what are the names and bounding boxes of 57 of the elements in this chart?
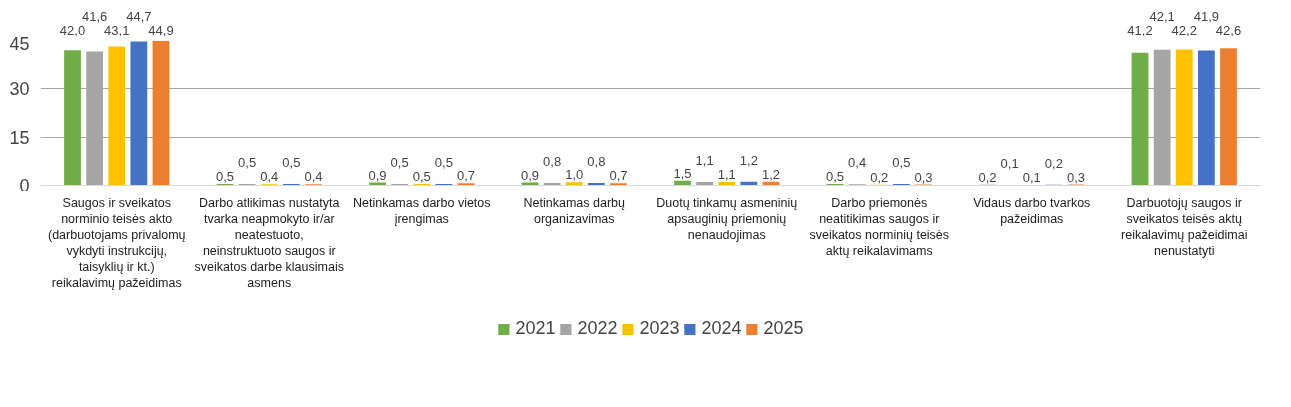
y-tick-label: 0 <box>19 175 30 196</box>
data-label: 0,5 <box>282 154 301 170</box>
data-label: 0,5 <box>215 168 235 184</box>
legend-label: 2022 <box>577 318 618 339</box>
y-tick-label: 15 <box>9 127 30 148</box>
data-label: 42,1 <box>1149 8 1175 24</box>
data-label: 0,8 <box>543 153 562 169</box>
data-label: 1,5 <box>673 165 692 181</box>
data-label: 0,5 <box>412 168 431 184</box>
data-label: 0,4 <box>260 169 279 185</box>
x-tick-label: Darbo priemonės neatitikimas saugos ir sveikatos norminių teisės aktų reikalavimams <box>809 195 950 258</box>
data-label: 42,6 <box>1215 22 1242 38</box>
data-label: 0,4 <box>848 155 867 171</box>
data-label: 0,2 <box>978 169 997 185</box>
data-label: 41,6 <box>81 8 108 24</box>
data-label: 0,2 <box>1044 155 1063 171</box>
data-label: 0,5 <box>825 168 845 184</box>
data-label: 42,0 <box>59 22 86 38</box>
data-label: 1,2 <box>761 166 781 182</box>
data-label: 0,9 <box>520 167 540 183</box>
x-tick-label: Darbuotojų saugos ir sveikatos teisės aktų reikalavimų pažeidimai nenustatyti <box>1121 195 1248 258</box>
data-label: 43,1 <box>104 22 130 38</box>
data-label: 0,1 <box>1022 170 1041 186</box>
data-label: 41,2 <box>1127 22 1153 38</box>
data-label: 0,7 <box>456 168 476 184</box>
data-label: 42,2 <box>1171 22 1197 38</box>
data-label: 0,3 <box>1066 169 1086 185</box>
data-label: 0,9 <box>368 167 387 183</box>
x-tick-label: Darbo atlikimas nustatyta tvarka neapmokyto ir/ar neatestuoto, neinstruktuoto saugos ir sveikatos darbe klausimais asmens <box>194 195 344 290</box>
legend-label: 2023 <box>639 318 680 339</box>
data-label: 0,1 <box>1000 156 1019 172</box>
data-label: 0,2 <box>870 169 889 185</box>
data-label: 1,1 <box>695 152 714 168</box>
x-tick-label: Netinkamas darbo vietos įrengimas <box>352 195 491 226</box>
y-tick-label: 30 <box>9 79 30 100</box>
data-label: 1,0 <box>565 167 584 183</box>
data-label: 0,7 <box>609 168 628 184</box>
data-label: 41,9 <box>1193 8 1220 24</box>
data-label: 1,1 <box>717 166 736 182</box>
legend-label: 2024 <box>701 318 742 339</box>
data-label: 44,9 <box>148 22 174 38</box>
x-tick-label: Vidaus darbo tvarkos pažeidimas <box>973 195 1091 226</box>
data-label: 44,7 <box>126 8 152 24</box>
x-tick-label: Saugos ir sveikatos norminio teisės akto (darbuotojams privalomų vykdyti instrukcijų, taisyklių ir kt.) reikalavimų pažeidimas <box>47 195 186 290</box>
data-label: 0,5 <box>434 154 453 170</box>
data-label: 0,3 <box>914 169 933 185</box>
legend-label: 2025 <box>763 318 804 339</box>
data-label: 1,2 <box>739 152 758 168</box>
x-tick-label: Duotų tinkamų asmeninių apsauginių priemonių nenaudojimas <box>656 195 798 242</box>
data-label: 0,8 <box>587 153 606 169</box>
legend-label: 2021 <box>515 318 556 339</box>
data-label: 0,4 <box>304 169 323 185</box>
y-tick-label: 45 <box>9 33 30 54</box>
data-label: 0,5 <box>390 154 409 170</box>
x-tick-label: Netinkamas darbų organizavimas <box>523 195 626 226</box>
data-label: 0,5 <box>892 154 911 170</box>
data-label: 0,5 <box>238 154 257 170</box>
